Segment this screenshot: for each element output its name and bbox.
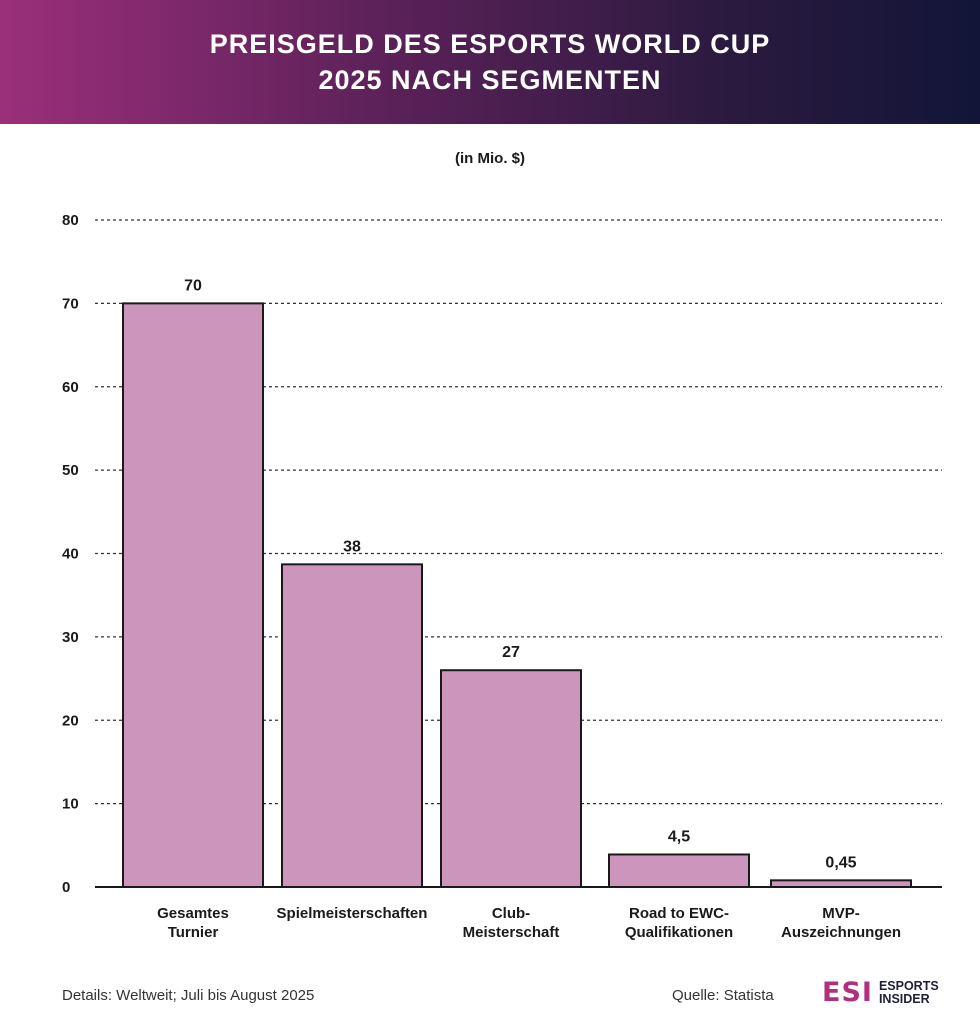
x-category-label: Meisterschaft xyxy=(463,924,560,941)
x-category-label: Auszeichnungen xyxy=(781,924,901,941)
y-tick-label: 20 xyxy=(62,712,79,729)
chart-title-line-1: PREISGELD DES ESPORTS WORLD CUP xyxy=(209,29,771,59)
y-tick-label: 60 xyxy=(62,379,79,396)
x-category-label: Gesamtes xyxy=(157,905,229,922)
y-tick-label: 70 xyxy=(62,295,79,312)
bar xyxy=(770,879,912,889)
x-category-label: Turnier xyxy=(168,924,219,941)
bar-value-label: 0,45 xyxy=(825,854,856,871)
footer-details: Details: Weltweit; Juli bis August 2025 xyxy=(62,987,315,1004)
bar xyxy=(440,669,582,888)
bar-chart: 0 10 20 30 40 50 60 70 80 70 Gesamtes Turnier 38 Spie… xyxy=(62,212,942,941)
chart-header: PREISGELD DES ESPORTS WORLD CUP 2025 NAC… xyxy=(0,0,980,124)
y-tick-label: 0 xyxy=(62,879,70,896)
y-tick-label: 50 xyxy=(62,462,79,479)
x-category-label: Qualifikationen xyxy=(625,924,733,941)
footer-source: Quelle: Statista xyxy=(672,987,774,1004)
bar-value-label: 4,5 xyxy=(668,828,690,845)
logo-word-line-2: INSIDER xyxy=(878,992,930,1006)
bar xyxy=(281,563,423,888)
bar xyxy=(608,853,750,889)
logo-word-line-1: ESPORTS xyxy=(878,979,939,993)
x-category-label: MVP- xyxy=(822,905,860,922)
y-tick-label: 30 xyxy=(62,629,79,646)
x-category-label: Road to EWC- xyxy=(629,905,729,922)
chart-title-line-2: 2025 NACH SEGMENTEN xyxy=(318,65,662,95)
chart-unit-label: (in Mio. $) xyxy=(455,150,525,167)
esports-insider-logo: ESI ESPORTS INSIDER xyxy=(822,978,939,1008)
y-tick-label: 10 xyxy=(62,796,79,813)
y-tick-label: 40 xyxy=(62,546,79,563)
y-tick-label: 80 xyxy=(62,212,79,229)
logo-wordmark: ESPORTS INSIDER xyxy=(879,980,939,1006)
x-category-label: Club- xyxy=(492,905,530,922)
x-category-label: Spielmeisterschaften xyxy=(277,905,428,922)
bar-value-label: 70 xyxy=(184,277,202,294)
bar-value-label: 27 xyxy=(502,644,520,661)
bar-value-label: 38 xyxy=(343,538,361,555)
bar xyxy=(122,302,264,888)
logo-mark: ESI xyxy=(822,977,873,1008)
